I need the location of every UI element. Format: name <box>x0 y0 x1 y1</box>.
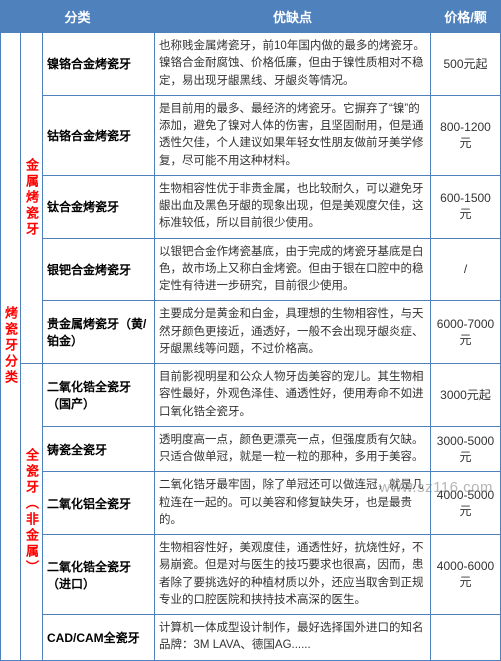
table-row: 贵金属烤瓷牙（黄/铂金）主要成分是黄金和白金，具理想的生物相容性，与天然牙颜色更… <box>1 301 501 364</box>
category-sub-label: 金属烤瓷牙 <box>21 33 43 364</box>
type-price: 3000元起 <box>431 364 501 427</box>
type-name: 钛合金烤瓷牙 <box>43 175 155 238</box>
type-name: 钴铬合金烤瓷牙 <box>43 95 155 175</box>
type-desc: 透明度高一点，颜色更漂亮一点，但强度质有欠缺。只适合做单冠，就是一粒一粒的那种，… <box>155 426 431 472</box>
type-name: 二氧化锆全瓷牙（国产） <box>43 364 155 427</box>
type-desc: 计算机一体成型设计制作，最好选择国外进口的知名品牌：3M LAVA、德国AG..… <box>155 615 431 661</box>
table-row: CAD/CAM全瓷牙计算机一体成型设计制作，最好选择国外进口的知名品牌：3M L… <box>1 615 501 661</box>
type-price: 3000-5000元 <box>431 426 501 472</box>
type-name: 银钯合金烤瓷牙 <box>43 238 155 301</box>
type-price: 500元起 <box>431 33 501 96</box>
type-desc: 以银钯合金作烤瓷基底，由于完成的烤瓷牙基底是白色，故市场上又称白金烤瓷。但由于银… <box>155 238 431 301</box>
table-row: 钴铬合金烤瓷牙是目前用的最多、最经济的烤瓷牙。它摒弃了“镍”的添加，避免了镍对人… <box>1 95 501 175</box>
porcelain-teeth-table: 分类 优缺点 价格/颗 烤瓷牙分类金属烤瓷牙镍铬合金烤瓷牙也称贱金属烤瓷牙，前1… <box>0 0 501 661</box>
type-price: / <box>431 238 501 301</box>
header-features: 优缺点 <box>155 1 431 33</box>
header-category: 分类 <box>1 1 155 33</box>
type-desc: 目前影视明星和公众人物牙齿美容的宠儿。其生物相容性最好，外观色泽佳、通透性好，使… <box>155 364 431 427</box>
type-desc: 二氧化锆牙最牢固，除了单冠还可以做连冠，就是几粒连在一起的。可以美容和修复缺失牙… <box>155 472 431 535</box>
table-row: 烤瓷牙分类金属烤瓷牙镍铬合金烤瓷牙也称贱金属烤瓷牙，前10年国内做的最多的烤瓷牙… <box>1 33 501 96</box>
table-row: 二氧化锆全瓷牙（进口）生物相容性好，美观度佳，通透性好，抗烧性好，不易崩瓷。但是… <box>1 535 501 615</box>
type-name: CAD/CAM全瓷牙 <box>43 615 155 661</box>
type-name: 二氧化铝全瓷牙 <box>43 472 155 535</box>
type-name: 镍铬合金烤瓷牙 <box>43 33 155 96</box>
type-desc: 生物相容性好，美观度佳，通透性好，抗烧性好，不易崩瓷。但是对与医生的技巧要求也很… <box>155 535 431 615</box>
type-name: 二氧化锆全瓷牙（进口） <box>43 535 155 615</box>
table-row: 钛合金烤瓷牙生物相容性优于非贵金属，也比较耐久，可以避免牙龈出血及黑色牙龈的现象… <box>1 175 501 238</box>
type-price: 4000-5000元 <box>431 472 501 535</box>
category-sub-label: 全瓷牙（非金属） <box>21 364 43 661</box>
type-price <box>431 615 501 661</box>
header-price: 价格/颗 <box>431 1 501 33</box>
type-price: 4000-6000元 <box>431 535 501 615</box>
type-price: 6000-7000元 <box>431 301 501 364</box>
type-price: 600-1500元 <box>431 175 501 238</box>
type-name: 铸瓷全瓷牙 <box>43 426 155 472</box>
table-row: 全瓷牙（非金属）二氧化锆全瓷牙（国产）目前影视明星和公众人物牙齿美容的宠儿。其生… <box>1 364 501 427</box>
type-desc: 生物相容性优于非贵金属，也比较耐久，可以避免牙龈出血及黑色牙龈的现象出现，但是美… <box>155 175 431 238</box>
type-desc: 主要成分是黄金和白金，具理想的生物相容性，与天然牙颜色更接近，通透好，一般不会出… <box>155 301 431 364</box>
type-desc: 也称贱金属烤瓷牙，前10年国内做的最多的烤瓷牙。镍铬合金耐腐蚀、价格低廉，但由于… <box>155 33 431 96</box>
type-price: 800-1200元 <box>431 95 501 175</box>
type-name: 贵金属烤瓷牙（黄/铂金） <box>43 301 155 364</box>
table-row: 银钯合金烤瓷牙以银钯合金作烤瓷基底，由于完成的烤瓷牙基底是白色，故市场上又称白金… <box>1 238 501 301</box>
table-row: 铸瓷全瓷牙透明度高一点，颜色更漂亮一点，但强度质有欠缺。只适合做单冠，就是一粒一… <box>1 426 501 472</box>
category-main-label: 烤瓷牙分类 <box>1 33 21 661</box>
table-row: 二氧化铝全瓷牙二氧化锆牙最牢固，除了单冠还可以做连冠，就是几粒连在一起的。可以美… <box>1 472 501 535</box>
type-desc: 是目前用的最多、最经济的烤瓷牙。它摒弃了“镍”的添加，避免了镍对人体的伤害，且坚… <box>155 95 431 175</box>
